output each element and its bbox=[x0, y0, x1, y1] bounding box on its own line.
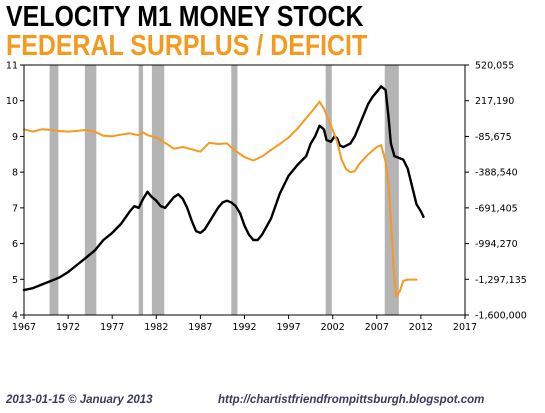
footer-date-copyright: 2013-01-15 © January 2013 bbox=[6, 394, 153, 406]
x-tick-label-1992: 1992 bbox=[232, 322, 256, 333]
y-right-tick-label-5: -691,405 bbox=[475, 203, 518, 214]
recession-bands bbox=[49, 65, 399, 315]
recession-band-1 bbox=[49, 65, 59, 315]
recession-band-6 bbox=[325, 65, 332, 315]
y-left-tick-label-8: 8 bbox=[12, 168, 18, 179]
y-right-tick-label-3: -85,675 bbox=[475, 132, 512, 143]
y-right-tick-label-8: -1,600,000 bbox=[475, 311, 527, 322]
x-tick-label-2007: 2007 bbox=[365, 322, 389, 333]
x-tick-label-1987: 1987 bbox=[188, 322, 212, 333]
y-right-tick-label-6: -994,270 bbox=[475, 239, 518, 250]
y-left-tick-label-10: 10 bbox=[6, 96, 18, 107]
recession-band-5 bbox=[231, 65, 238, 315]
y-left-tick-label-4: 4 bbox=[12, 311, 18, 322]
chart-subtitle: FEDERAL SURPLUS / DEFICIT bbox=[6, 30, 368, 62]
axis-ticks: 1967 1972 1977 1982 1987 1992 1997 2002 2007 2012… bbox=[6, 61, 527, 334]
y-left-tick-label-11: 11 bbox=[6, 61, 18, 72]
y-right-tick-label-1: 520,055 bbox=[475, 61, 514, 72]
footer-source-url: http://chartistfriendfrompittsburgh.blog… bbox=[218, 394, 485, 406]
y-left-tick-label-9: 9 bbox=[12, 132, 18, 143]
recession-band-3 bbox=[138, 65, 144, 315]
series-lines bbox=[22, 85, 425, 298]
y-left-tick-label-7: 7 bbox=[12, 203, 18, 214]
y-right-tick-label-7: -1,297,135 bbox=[475, 275, 527, 286]
x-tick-label-2017: 2017 bbox=[453, 322, 477, 333]
x-tick-label-1967: 1967 bbox=[12, 322, 36, 333]
x-tick-label-1972: 1972 bbox=[56, 322, 80, 333]
y-left-tick-label-5: 5 bbox=[12, 275, 18, 286]
deficit-series-line bbox=[23, 100, 418, 298]
recession-band-4 bbox=[151, 65, 165, 315]
y-right-tick-label-2: 217,190 bbox=[475, 96, 514, 107]
chart-title: VELOCITY M1 MONEY STOCK bbox=[6, 1, 364, 33]
x-tick-label-1997: 1997 bbox=[277, 322, 301, 333]
y-left-tick-label-6: 6 bbox=[12, 239, 18, 250]
velocity-series-line bbox=[22, 85, 425, 292]
x-tick-label-1982: 1982 bbox=[144, 322, 168, 333]
x-tick-label-2012: 2012 bbox=[409, 322, 433, 333]
x-tick-label-1977: 1977 bbox=[100, 322, 124, 333]
x-tick-label-2002: 2002 bbox=[321, 322, 345, 333]
recession-band-2 bbox=[84, 65, 97, 315]
y-right-tick-label-4: -388,540 bbox=[475, 168, 518, 179]
